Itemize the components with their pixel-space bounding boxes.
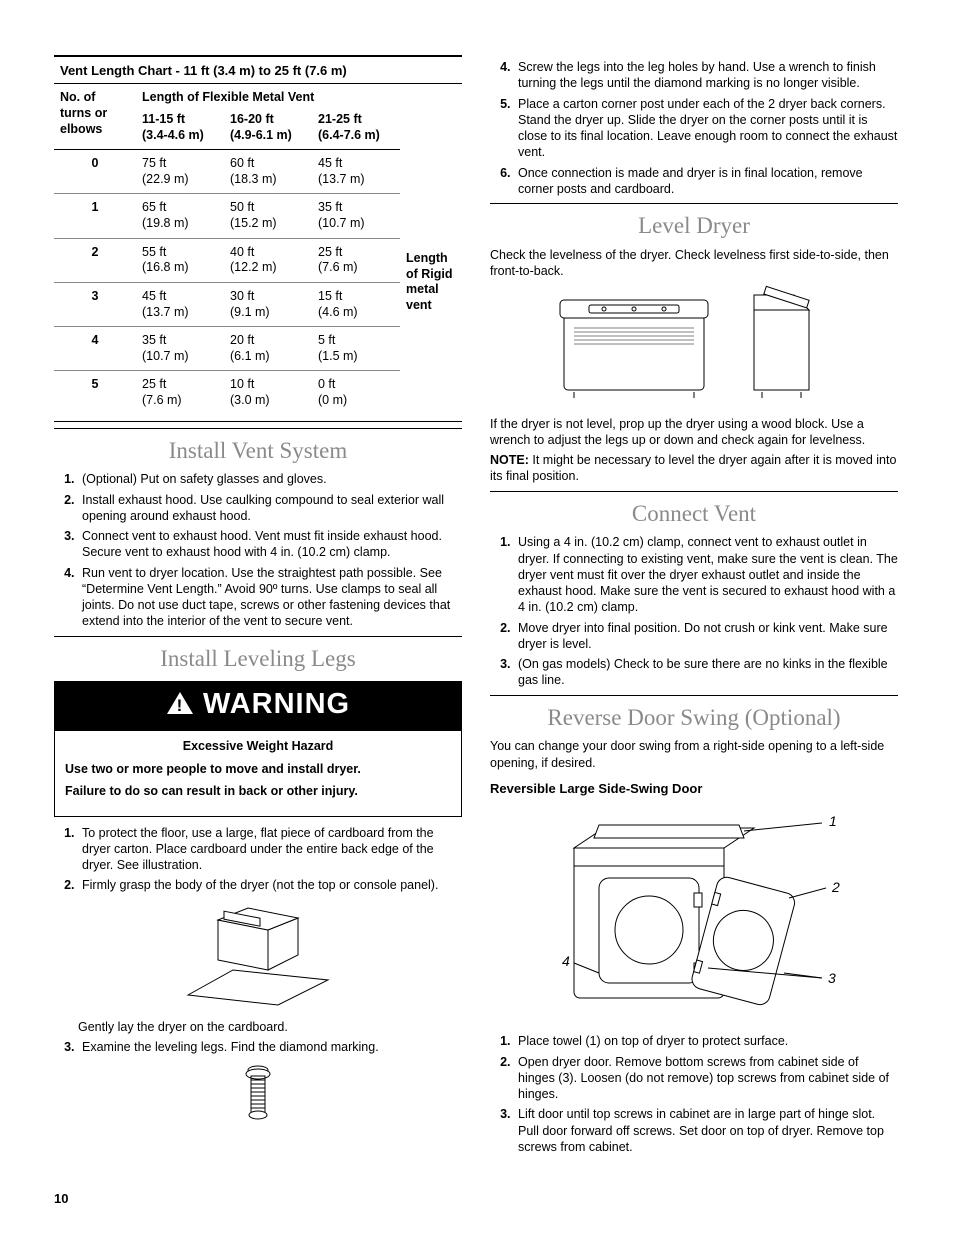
list-item: Lift door until top screws in cabinet ar… — [514, 1106, 898, 1155]
list-item: Open dryer door. Remove bottom screws fr… — [514, 1054, 898, 1103]
install-vent-title: Install Vent System — [54, 437, 462, 466]
divider — [490, 491, 898, 492]
list-item: Once connection is made and dryer is in … — [514, 165, 898, 198]
level-dryer-title: Level Dryer — [490, 212, 898, 241]
callout-2: 2 — [831, 879, 840, 895]
illustration-caption: Gently lay the dryer on the cardboard. — [78, 1020, 462, 1036]
level-note: NOTE: It might be necessary to level the… — [490, 452, 898, 485]
callout-3: 3 — [828, 970, 836, 986]
reverse-door-title: Reverse Door Swing (Optional) — [490, 704, 898, 733]
divider — [54, 428, 462, 429]
right-top-steps: Screw the legs into the leg holes by han… — [490, 59, 898, 197]
level-after: If the dryer is not level, prop up the d… — [490, 416, 898, 449]
reverse-intro: You can change your door swing from a ri… — [490, 738, 898, 771]
left-column: Vent Length Chart - 11 ft (3.4 m) to 25 … — [54, 55, 462, 1159]
chart-title: Vent Length Chart - 11 ft (3.4 m) to 25 … — [54, 63, 462, 83]
leveling-steps-b: Examine the leveling legs. Find the diam… — [54, 1039, 462, 1055]
two-column-layout: Vent Length Chart - 11 ft (3.4 m) to 25 … — [54, 55, 900, 1159]
callout-4: 4 — [562, 953, 570, 969]
leveling-steps-a: To protect the floor, use a large, flat … — [54, 825, 462, 894]
vent-table: No. of turns or elbows Length of Flexibl… — [54, 83, 462, 414]
page-number: 10 — [54, 1191, 68, 1207]
leveling-legs-title: Install Leveling Legs — [54, 645, 462, 674]
list-item: Install exhaust hood. Use caulking compo… — [78, 492, 462, 525]
dryer-on-cardboard-illustration — [54, 900, 462, 1014]
table-row: 0 75 ft(22.9 m) 60 ft(18.3 m) 45 ft(13.7… — [54, 150, 462, 194]
right-column: Screw the legs into the leg holes by han… — [490, 55, 898, 1159]
list-item: Using a 4 in. (10.2 cm) clamp, connect v… — [514, 534, 898, 615]
warning-body: Excessive Weight Hazard Use two or more … — [55, 731, 461, 816]
list-item: Firmly grasp the body of the dryer (not … — [78, 877, 462, 893]
list-item: (On gas models) Check to be sure there a… — [514, 656, 898, 689]
list-item: (Optional) Put on safety glasses and glo… — [78, 471, 462, 487]
connect-vent-steps: Using a 4 in. (10.2 cm) clamp, connect v… — [490, 534, 898, 688]
svg-text:!: ! — [177, 696, 184, 715]
warning-header: ! WARNING — [55, 682, 461, 730]
list-item: Place towel (1) on top of dryer to prote… — [514, 1033, 898, 1049]
divider — [490, 203, 898, 204]
warning-box: ! WARNING Excessive Weight Hazard Use tw… — [54, 681, 462, 816]
warning-line-1: Use two or more people to move and insta… — [65, 762, 451, 778]
level-dryer-illustration — [490, 285, 898, 409]
hazard-text: Excessive Weight Hazard — [65, 739, 451, 755]
col-header-1: 11-15 ft(3.4-4.6 m) — [136, 112, 224, 150]
list-item: Examine the leveling legs. Find the diam… — [78, 1039, 462, 1055]
vent-length-chart: Vent Length Chart - 11 ft (3.4 m) to 25 … — [54, 55, 462, 422]
reverse-door-illustration: 1 2 3 4 — [490, 803, 898, 1027]
warning-label: WARNING — [203, 688, 350, 720]
side-label: Length of Rigid metal vent — [400, 150, 462, 415]
level-intro: Check the levelness of the dryer. Check … — [490, 247, 898, 280]
leveling-leg-illustration — [54, 1062, 462, 1126]
col-group-header: Length of Flexible Metal Vent — [136, 84, 400, 112]
col-header-2: 16-20 ft(4.9-6.1 m) — [224, 112, 312, 150]
row-header: No. of turns or elbows — [54, 84, 136, 150]
list-item: Place a carton corner post under each of… — [514, 96, 898, 161]
col-header-3: 21-25 ft(6.4-7.6 m) — [312, 112, 400, 150]
list-item: Run vent to dryer location. Use the stra… — [78, 565, 462, 630]
warning-line-2: Failure to do so can result in back or o… — [65, 784, 451, 800]
connect-vent-title: Connect Vent — [490, 500, 898, 529]
list-item: Move dryer into final position. Do not c… — [514, 620, 898, 653]
callout-1: 1 — [829, 813, 837, 829]
divider — [54, 636, 462, 637]
list-item: To protect the floor, use a large, flat … — [78, 825, 462, 874]
divider — [490, 695, 898, 696]
page: Vent Length Chart - 11 ft (3.4 m) to 25 … — [0, 0, 954, 1235]
reverse-door-steps: Place towel (1) on top of dryer to prote… — [490, 1033, 898, 1155]
list-item: Connect vent to exhaust hood. Vent must … — [78, 528, 462, 561]
warning-triangle-icon: ! — [166, 688, 194, 724]
install-vent-steps: (Optional) Put on safety glasses and glo… — [54, 471, 462, 629]
reverse-subhead: Reversible Large Side-Swing Door — [490, 781, 898, 797]
list-item: Screw the legs into the leg holes by han… — [514, 59, 898, 92]
